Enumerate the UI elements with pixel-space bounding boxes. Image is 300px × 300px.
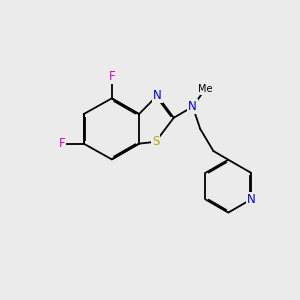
Text: S: S — [152, 135, 159, 148]
Text: F: F — [109, 70, 115, 83]
Text: N: N — [247, 193, 256, 206]
Text: Me: Me — [198, 84, 212, 94]
Text: N: N — [153, 89, 162, 102]
Text: N: N — [188, 100, 197, 113]
Text: F: F — [59, 137, 65, 150]
